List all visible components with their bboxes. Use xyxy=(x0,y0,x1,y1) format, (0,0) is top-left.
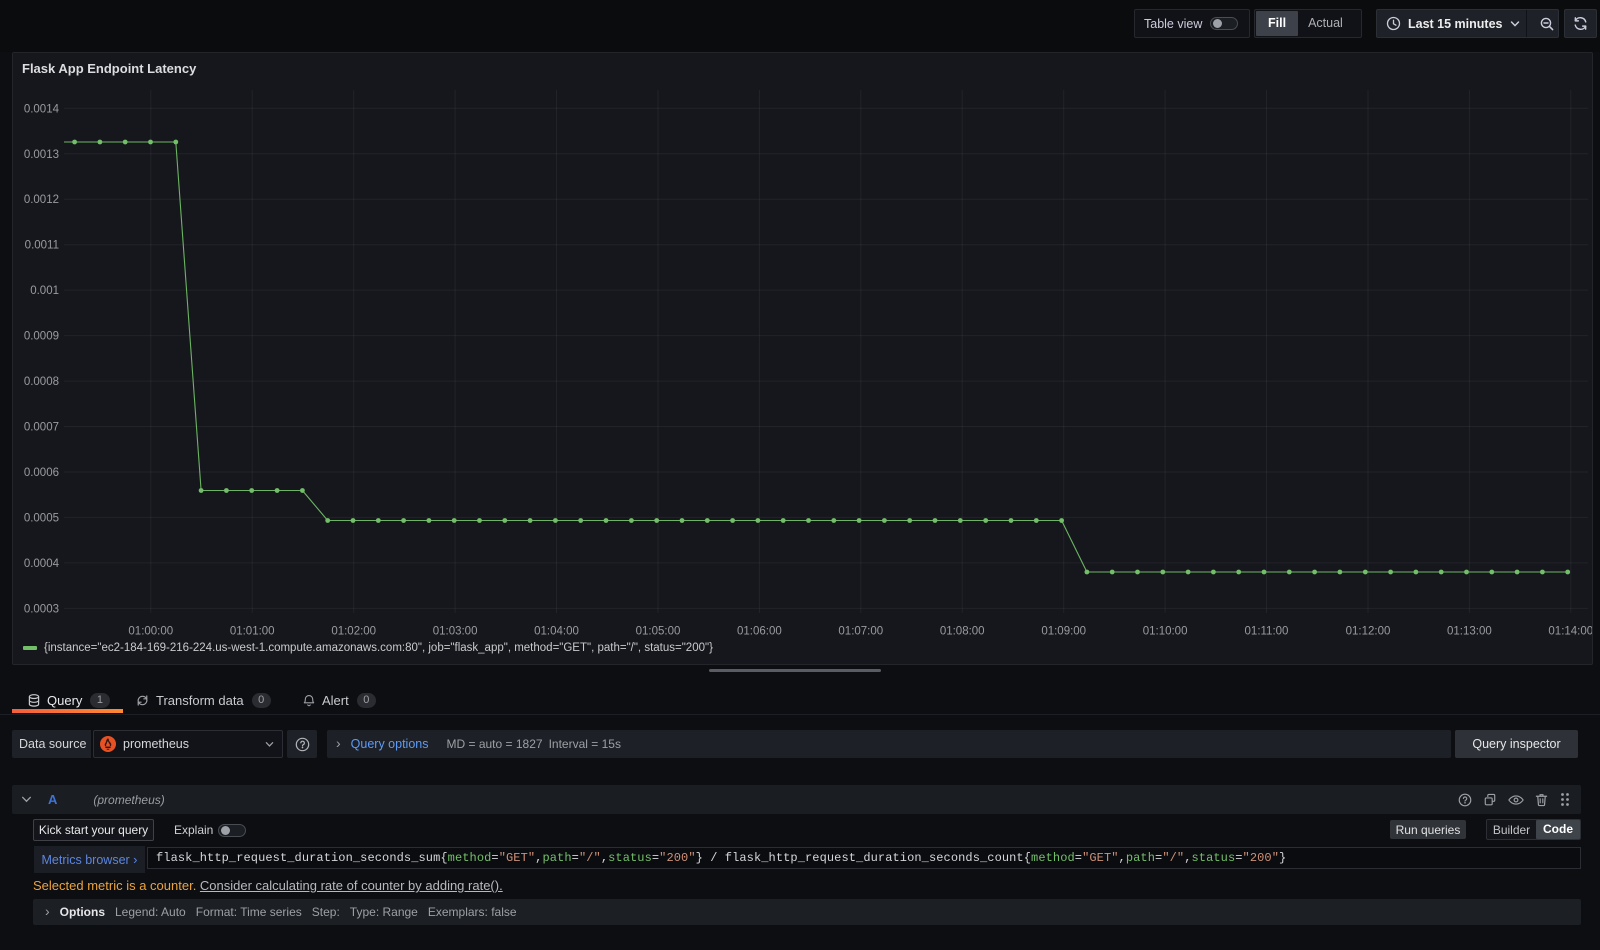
svg-text:0.001: 0.001 xyxy=(30,285,59,297)
svg-text:0.0003: 0.0003 xyxy=(24,603,59,615)
svg-text:01:05:00: 01:05:00 xyxy=(636,626,681,638)
svg-text:0.0009: 0.0009 xyxy=(24,331,59,343)
svg-text:0.0007: 0.0007 xyxy=(24,422,59,434)
svg-text:01:01:00: 01:01:00 xyxy=(230,626,275,638)
svg-text:01:07:00: 01:07:00 xyxy=(838,626,883,638)
svg-text:0.0008: 0.0008 xyxy=(24,376,59,388)
svg-text:0.0011: 0.0011 xyxy=(25,240,59,252)
svg-text:0.0004: 0.0004 xyxy=(24,558,60,570)
svg-text:01:11:00: 01:11:00 xyxy=(1245,626,1289,638)
svg-text:0.0014: 0.0014 xyxy=(24,103,60,115)
svg-text:0.0013: 0.0013 xyxy=(24,149,59,161)
svg-text:01:04:00: 01:04:00 xyxy=(534,626,579,638)
svg-text:01:09:00: 01:09:00 xyxy=(1041,626,1086,638)
svg-text:0.0006: 0.0006 xyxy=(24,467,59,479)
svg-text:01:12:00: 01:12:00 xyxy=(1346,626,1391,638)
svg-text:01:02:00: 01:02:00 xyxy=(331,626,376,638)
svg-text:01:08:00: 01:08:00 xyxy=(940,626,985,638)
svg-text:01:13:00: 01:13:00 xyxy=(1447,626,1492,638)
svg-text:0.0012: 0.0012 xyxy=(24,194,59,206)
svg-text:01:14:00: 01:14:00 xyxy=(1548,626,1592,638)
svg-text:0.0005: 0.0005 xyxy=(24,512,59,524)
svg-text:01:03:00: 01:03:00 xyxy=(433,626,478,638)
svg-text:01:10:00: 01:10:00 xyxy=(1143,626,1188,638)
svg-text:01:00:00: 01:00:00 xyxy=(128,626,173,638)
svg-text:01:06:00: 01:06:00 xyxy=(737,626,782,638)
